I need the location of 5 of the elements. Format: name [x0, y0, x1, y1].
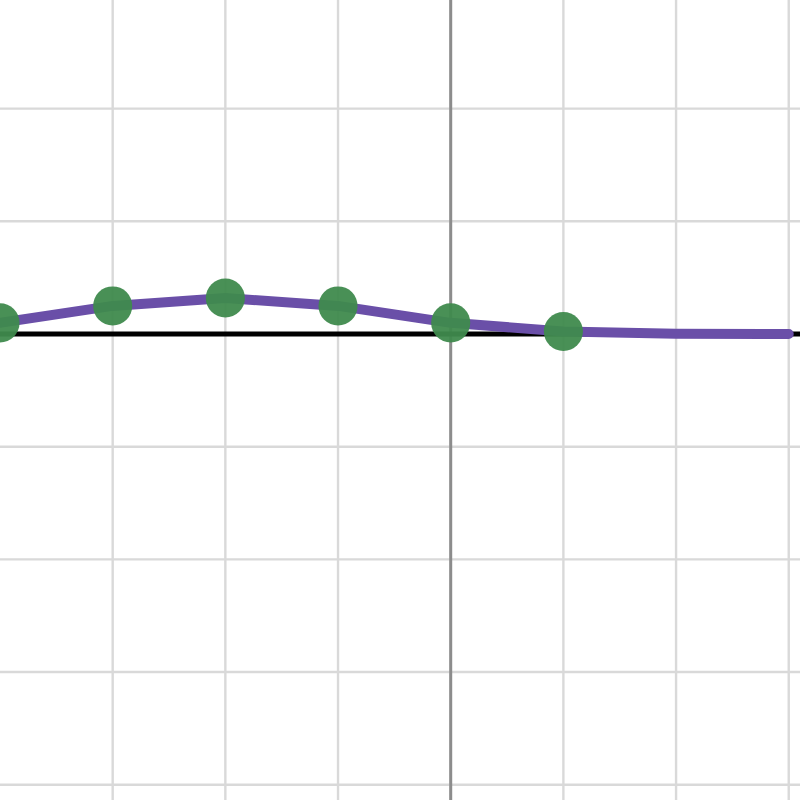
point: [93, 286, 133, 326]
point: [543, 311, 583, 351]
point: [318, 286, 358, 326]
point: [205, 278, 245, 318]
point: [431, 303, 471, 343]
